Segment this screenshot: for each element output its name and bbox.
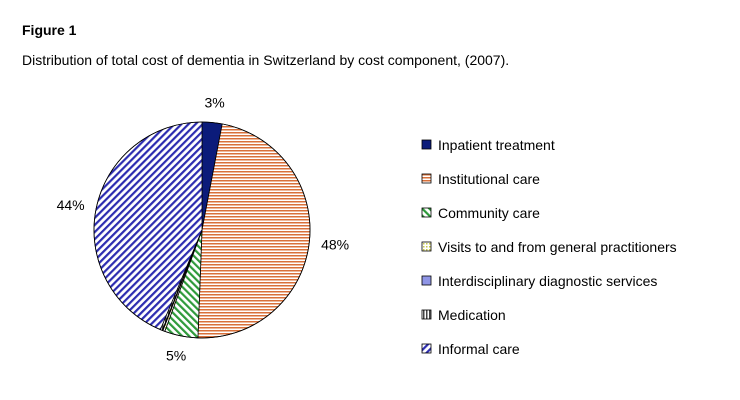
legend-item-institutional-care: Institutional care [421,171,540,187]
legend-item-visits-to-and-from-general-practitioners: Visits to and from general practitioners [421,239,677,255]
pie-label-community-care: 5% [166,348,186,364]
legend-swatch-visits-to-and-from-general-practitioners [421,241,432,252]
legend-swatch-medication [421,309,432,320]
legend-item-medication: Medication [421,307,506,323]
legend-label-visits-to-and-from-general-practitioners: Visits to and from general practitioners [438,239,677,255]
legend-item-inpatient-treatment: Inpatient treatment [421,137,555,153]
legend-swatch-informal-care [421,343,432,354]
figure-label: Figure 1 [22,22,77,38]
legend-swatch-interdisciplinary-diagnostic-services [421,275,432,286]
pie-label-informal-care: 44% [57,197,85,213]
legend-label-community-care: Community care [438,205,540,221]
legend-label-medication: Medication [438,307,506,323]
pie-labels: 3% 48% 5% 44% [57,95,350,364]
legend-swatch-community-care [421,207,432,218]
legend-item-interdisciplinary-diagnostic-services: Interdisciplinary diagnostic services [421,273,657,289]
legend-item-community-care: Community care [421,205,540,221]
legend-item-informal-care: Informal care [421,341,520,357]
pie-label-institutional-care: 48% [321,236,349,252]
legend-label-informal-care: Informal care [438,341,520,357]
legend-label-inpatient-treatment: Inpatient treatment [438,137,555,153]
pie-outline [93,121,311,339]
legend-label-institutional-care: Institutional care [438,171,540,187]
pie-slices [93,121,311,339]
legend-swatch-institutional-care [421,173,432,184]
legend-swatch-inpatient-treatment [421,139,432,150]
legend: Inpatient treatment Institutional care Com… [421,137,677,357]
legend-label-interdisciplinary-diagnostic-services: Interdisciplinary diagnostic services [438,273,657,289]
pie-label-inpatient-treatment: 3% [204,95,224,111]
figure-caption: Distribution of total cost of dementia i… [22,52,510,68]
